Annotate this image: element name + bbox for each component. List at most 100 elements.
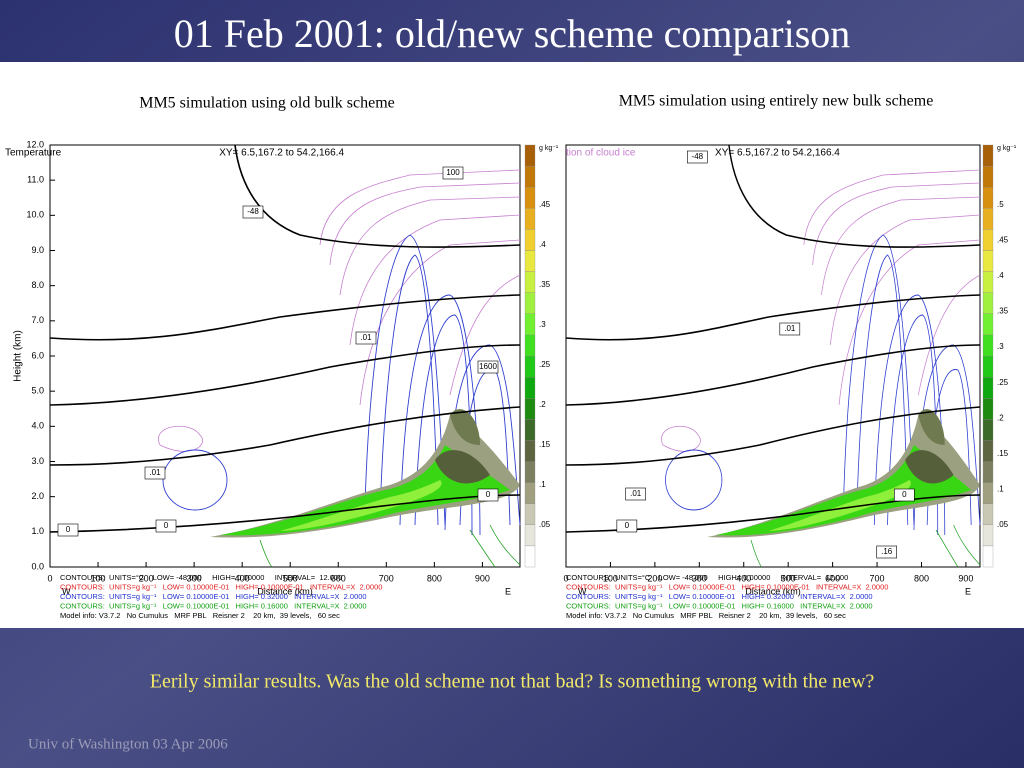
- contour-label: .01: [784, 324, 796, 333]
- contour-label-box: [625, 487, 646, 501]
- colorbar-label: .05: [997, 520, 1009, 529]
- x-tick-label: 300: [187, 573, 202, 583]
- y-tick-label: 7.0: [31, 315, 44, 325]
- contour-label-box: [687, 150, 708, 164]
- x-tick-label: 700: [379, 573, 394, 583]
- info-line: Model info: V3.7.2 No Cumulus MRF PBL Re…: [566, 611, 846, 620]
- x-tick-label: 900: [475, 573, 490, 583]
- x-tick-label: 600: [331, 573, 346, 583]
- plot-xy: XY= 6.5,167.2 to 54.2,166.4: [715, 148, 840, 159]
- contour-label: 1600: [479, 362, 497, 371]
- caption: Eerily similar results. Was the old sche…: [150, 671, 875, 693]
- contour-label-box: [894, 488, 915, 502]
- west-label: W: [62, 586, 71, 596]
- contour-label: -48: [692, 152, 704, 161]
- colorbar-cell: [524, 524, 536, 547]
- footer: Univ of Washington 03 Apr 2006: [28, 736, 228, 752]
- y-tick-label: 4.0: [31, 421, 44, 431]
- colorbar-cell: [982, 187, 994, 209]
- y-tick-label: 3.0: [31, 456, 44, 466]
- info-line: CONTOURS: UNITS=g kg⁻¹ LOW= 0.10000E-01 …: [566, 592, 873, 601]
- colorbar-label: .4: [539, 240, 546, 249]
- x-tick-label: 800: [427, 573, 442, 583]
- east-label: E: [965, 586, 971, 596]
- info-line: Model info: V3.7.2 No Cumulus MRF PBL Re…: [60, 611, 340, 620]
- colorbar-cell: [982, 461, 994, 483]
- info-line: CONTOURS: UNITS=°C LOW= -48.000 HIGH= 0.…: [60, 573, 342, 582]
- colorbar-cell: [524, 334, 536, 357]
- y-tick-label: 11.0: [27, 175, 44, 185]
- colorbar-cell: [524, 461, 536, 483]
- colorbar-cell: [982, 482, 994, 504]
- colorbar-cell: [982, 419, 994, 441]
- colorbar-label: .45: [997, 236, 1009, 245]
- x-tick-label: 400: [736, 573, 751, 583]
- colorbar-label: .25: [997, 378, 1009, 387]
- contour-label-box: [57, 523, 79, 537]
- plot-header: Temperature: [5, 148, 62, 159]
- colorbar-cell: [524, 250, 536, 272]
- colorbar-cell: [982, 524, 994, 547]
- x-axis-label: Distance (km): [745, 586, 801, 596]
- panel-subtitle: MM5 simulation using old bulk scheme: [139, 95, 395, 112]
- colorbar-cell: [524, 313, 536, 336]
- y-tick-label: 10.0: [26, 210, 44, 220]
- colorbar-cell: [982, 271, 994, 293]
- colorbar-label: .15: [997, 449, 1009, 458]
- x-tick-label: 200: [139, 573, 154, 583]
- slide-title: 01 Feb 2001: old/new scheme comparison: [174, 11, 851, 56]
- colorbar-cell: [982, 144, 994, 167]
- colorbar-units: g kg⁻¹: [997, 145, 1017, 152]
- x-tick-label: 300: [692, 573, 707, 583]
- x-axis-label: Distance (km): [257, 586, 313, 596]
- colorbar-cell: [524, 419, 536, 441]
- contour-label-box: [242, 205, 264, 219]
- y-tick-label: 12.0: [26, 139, 44, 149]
- contour-label: .01: [630, 489, 642, 498]
- contour-label-box: [477, 488, 499, 502]
- colorbar-cell: [524, 355, 536, 378]
- y-tick-label: 0.0: [31, 561, 44, 571]
- colorbar-cell: [982, 440, 994, 462]
- y-tick-label: 6.0: [31, 350, 44, 360]
- info-line: CONTOURS: UNITS=g kg⁻¹ LOW= 0.10000E-01 …: [60, 601, 367, 610]
- colorbar-label: .5: [997, 200, 1004, 209]
- contour-label-box: [876, 545, 898, 559]
- x-tick-label: 500: [283, 573, 298, 583]
- y-tick-label: 9.0: [31, 245, 44, 255]
- info-line: CONTOURS: UNITS=g kg⁻¹ LOW= 0.10000E-01 …: [60, 582, 382, 591]
- x-tick-label: 500: [781, 573, 796, 583]
- x-tick-label: 100: [603, 573, 618, 583]
- colorbar-label: .2: [539, 400, 546, 409]
- contour-label: 0: [902, 490, 907, 499]
- colorbar-cell: [524, 398, 536, 420]
- colorbar-cell: [982, 355, 994, 378]
- x-tick-label: 700: [870, 573, 885, 583]
- x-tick-label: 200: [647, 573, 662, 583]
- x-tick-label: 900: [958, 573, 973, 583]
- colorbar-label: .4: [997, 271, 1004, 280]
- info-line: CONTOURS: UNITS=°C LOW= -48.000 HIGH= 0.…: [566, 573, 848, 582]
- colorbar-cell: [982, 376, 994, 399]
- colorbar-label: .35: [997, 307, 1009, 316]
- colorbar-cell: [524, 229, 536, 251]
- colorbar-label: .45: [539, 200, 551, 209]
- x-tick-label: 400: [235, 573, 250, 583]
- plot-xy: XY= 6.5,167.2 to 54.2,166.4: [219, 148, 344, 159]
- contour-label: 0: [486, 490, 491, 499]
- colorbar-cell: [982, 292, 994, 314]
- colorbar-cell: [524, 440, 536, 462]
- colorbar-cell: [982, 165, 994, 188]
- panel-subtitle: MM5 simulation using entirely new bulk s…: [619, 93, 934, 110]
- colorbar-label: .3: [997, 342, 1004, 351]
- colorbar-label: .25: [539, 360, 551, 369]
- colorbar-cell: [524, 271, 536, 293]
- colorbar-cell: [524, 376, 536, 399]
- contour-label-box: [477, 360, 499, 374]
- colorbar-cell: [524, 482, 536, 504]
- colorbar-label: .1: [997, 484, 1004, 493]
- colorbar-cell: [524, 187, 536, 209]
- colorbar-cell: [982, 398, 994, 420]
- contour-label: .01: [360, 333, 372, 342]
- x-tick-label: 100: [91, 573, 106, 583]
